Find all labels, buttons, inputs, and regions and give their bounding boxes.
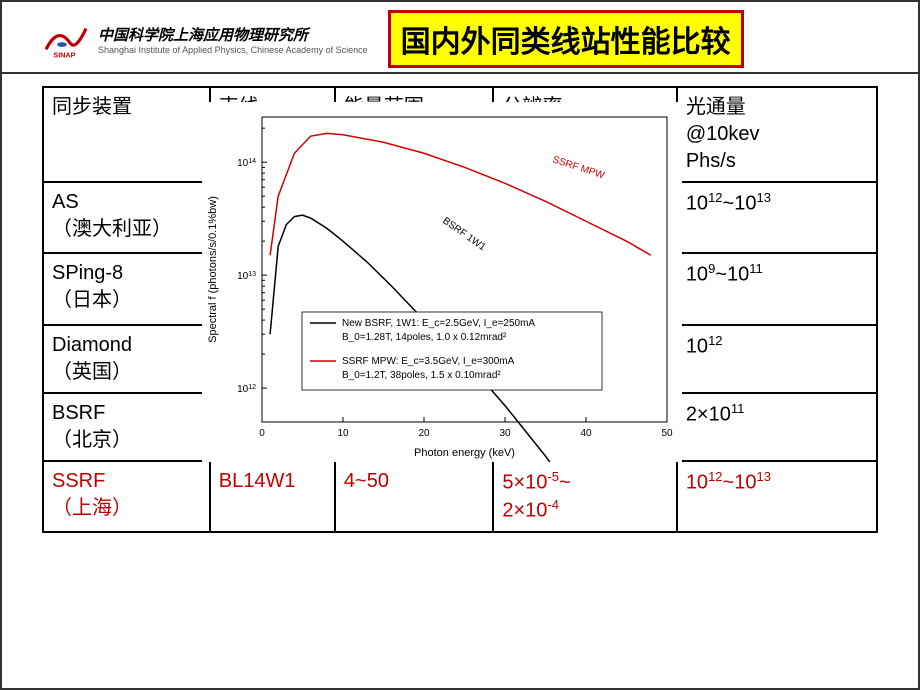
table-cell: 3.8-113 — [335, 253, 493, 324]
table-cell: BSRF（北京） — [43, 393, 210, 461]
table-row: SSRF（上海）BL14W14~505×10-5~2×10-41012~1013 — [43, 461, 877, 532]
column-header: 能量范围keV — [335, 87, 493, 182]
table-row: AS（澳大利亚）XAFS4-405×10-5~2×10-41012~1013 — [43, 182, 877, 253]
column-header: 束线 — [210, 87, 335, 182]
slide-title: 国内外同类线站性能比较 — [388, 10, 744, 68]
table-cell: 109~1011 — [677, 253, 877, 324]
slide-header: SINAP 中国科学院上海应用物理研究所 Shanghai Institute … — [2, 2, 918, 74]
table-cell: 3×10-5~3×10-4 — [493, 253, 676, 324]
logo-block: SINAP 中国科学院上海应用物理研究所 Shanghai Institute … — [42, 19, 368, 59]
sinap-logo-icon: SINAP — [42, 19, 90, 59]
table-row: Diamond（英国）I-20 10-4~ 10-51012 — [43, 325, 877, 393]
table-cell: Diamond（英国） — [43, 325, 210, 393]
table-cell: SPing-8（日本） — [43, 253, 210, 324]
table-cell: 1012~1013 — [677, 182, 877, 253]
table-container: 同步装置束线能量范围keV分辨率ΔE/E光通量@10kevPhs/s AS（澳大… — [2, 74, 918, 545]
table-row: BSRF（北京）1W1B4-301~3×10-42×1011 — [43, 393, 877, 461]
table-cell: 2×1011 — [677, 393, 877, 461]
comparison-table: 同步装置束线能量范围keV分辨率ΔE/E光通量@10kevPhs/s AS（澳大… — [42, 86, 878, 533]
table-row: SPing-8（日本）BL01B13.8-1133×10-5~3×10-4109… — [43, 253, 877, 324]
column-header: 光通量@10kevPhs/s — [677, 87, 877, 182]
table-cell: 5×10-5~2×10-4 — [493, 182, 676, 253]
table-cell: BL01B1 — [210, 253, 335, 324]
org-name-en: Shanghai Institute of Applied Physics, C… — [98, 45, 368, 55]
table-cell: 5×10-5~2×10-4 — [493, 461, 676, 532]
table-cell: 4-30 — [335, 393, 493, 461]
table-cell: 1012 — [677, 325, 877, 393]
table-cell: XAFS — [210, 182, 335, 253]
table-body: AS（澳大利亚）XAFS4-405×10-5~2×10-41012~1013SP… — [43, 182, 877, 532]
org-name-cn: 中国科学院上海应用物理研究所 — [98, 24, 368, 45]
column-header: 分辨率ΔE/E — [493, 87, 676, 182]
table-cell: AS（澳大利亚） — [43, 182, 210, 253]
svg-text:SINAP: SINAP — [53, 50, 75, 59]
table-cell: 1W1B — [210, 393, 335, 461]
table-cell: BL14W1 — [210, 461, 335, 532]
table-cell — [335, 325, 493, 393]
table-cell: SSRF（上海） — [43, 461, 210, 532]
table-cell: 1~3×10-4 — [493, 393, 676, 461]
table-cell: 4~50 — [335, 461, 493, 532]
table-cell: 4-40 — [335, 182, 493, 253]
table-header-row: 同步装置束线能量范围keV分辨率ΔE/E光通量@10kevPhs/s — [43, 87, 877, 182]
table-cell: 1012~1013 — [677, 461, 877, 532]
table-cell: I-20 — [210, 325, 335, 393]
table-cell: 10-4~ 10-5 — [493, 325, 676, 393]
column-header: 同步装置 — [43, 87, 210, 182]
